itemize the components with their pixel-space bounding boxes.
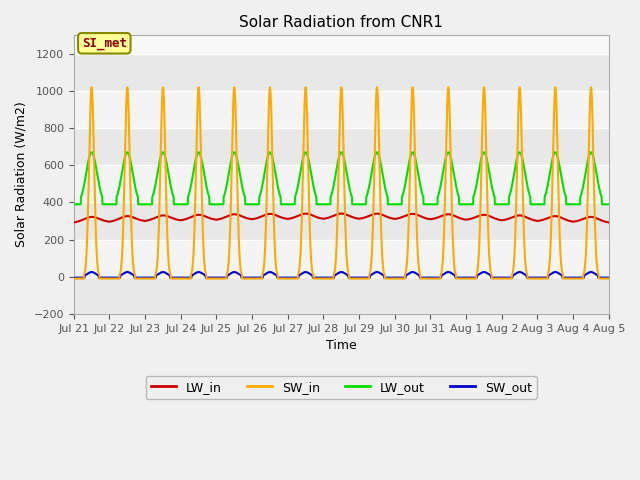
Y-axis label: Solar Radiation (W/m2): Solar Radiation (W/m2)	[15, 102, 28, 248]
Bar	[74, 91, 609, 128]
Bar	[74, 276, 609, 314]
X-axis label: Time: Time	[326, 339, 356, 352]
Bar	[74, 203, 609, 240]
Bar	[74, 54, 609, 91]
Legend: LW_in, SW_in, LW_out, SW_out: LW_in, SW_in, LW_out, SW_out	[146, 376, 537, 399]
Title: Solar Radiation from CNR1: Solar Radiation from CNR1	[239, 15, 444, 30]
Bar	[74, 240, 609, 276]
Bar	[74, 165, 609, 203]
Text: SI_met: SI_met	[82, 37, 127, 50]
Bar	[74, 128, 609, 165]
